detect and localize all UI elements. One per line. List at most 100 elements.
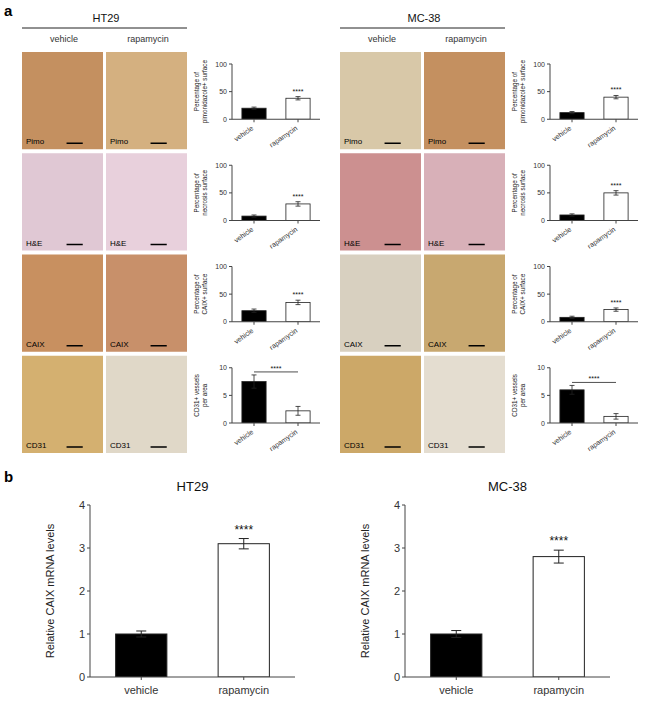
error-bar (614, 191, 619, 195)
error-cap (614, 419, 619, 420)
bar (286, 98, 310, 119)
error-cap (296, 300, 301, 301)
image-placeholder (106, 356, 187, 453)
y-tick-label: 0 (541, 318, 545, 325)
y-axis-label-line: CAIX+ surface (519, 273, 526, 314)
y-tick (229, 266, 232, 267)
error-cap (252, 217, 257, 218)
y-tick (547, 266, 550, 267)
condition-label: rapamycin (127, 34, 169, 44)
bar-chart: 0510vehiclerapamycinCD31+ vesselsper are… (511, 364, 638, 453)
y-tick-label: 0 (541, 116, 545, 123)
y-tick (402, 634, 405, 635)
marks (560, 191, 628, 221)
error-cap (614, 311, 619, 312)
y-tick-label: 1 (394, 628, 400, 640)
image-tile: Pimo (22, 52, 103, 149)
y-axis-label: Percentage ofCAIX+ surface (511, 273, 526, 314)
x-tick (616, 221, 617, 224)
marks (560, 308, 628, 322)
group-title: MC-38 (407, 12, 440, 24)
y-axis-label-line: pimonidazole+ surface (519, 60, 527, 124)
bar-chart: 01234vehiclerapamycinRelative CAIX mRNA … (44, 479, 295, 696)
y-tick (87, 548, 90, 549)
error-cap (136, 637, 146, 638)
error-cap (614, 190, 619, 191)
image-tile: H&E (22, 153, 103, 250)
error-cap (451, 630, 461, 631)
bar-chart: 01234vehiclerapamycinRelative CAIX mRNA … (359, 479, 610, 696)
y-tick-label: 5 (541, 392, 545, 399)
y-axis-label: Percentage ofpimonidazole+ surface (193, 60, 209, 124)
bar (560, 390, 584, 423)
bar (286, 302, 310, 321)
error-cap (252, 109, 257, 110)
y-axis-label-line: pimonidazole+ surface (201, 60, 209, 124)
y-tick-label: 3 (394, 542, 400, 554)
y-axis-label-line: Relative CAIX mRNA levels (359, 523, 371, 658)
y-tick (547, 64, 550, 65)
x-axis (232, 321, 320, 322)
image-tile: Pimo (340, 52, 421, 149)
image-tile: H&E (106, 153, 187, 250)
x-axis (232, 423, 320, 424)
image-label: H&E (344, 239, 360, 248)
image-placeholder (22, 255, 103, 352)
y-tick-label: 50 (219, 291, 227, 298)
x-tick-label: vehicle (551, 327, 573, 345)
image-label: CD31 (344, 441, 365, 450)
y-tick (229, 220, 232, 221)
error-cap (252, 374, 257, 375)
error-bar (614, 308, 619, 311)
x-tick-label: vehicle (551, 124, 573, 142)
image-label: CD31 (428, 441, 449, 450)
error-cap (570, 318, 575, 319)
y-tick (547, 294, 550, 295)
bar (604, 193, 628, 221)
error-cap (614, 98, 619, 99)
y-tick-label: 4 (79, 499, 85, 511)
error-line (254, 309, 255, 312)
bar (116, 634, 167, 677)
y-tick-label: 10 (537, 364, 545, 371)
x-tick-label: rapamycin (586, 225, 617, 250)
y-tick-label: 0 (541, 217, 545, 224)
error-bar (614, 414, 619, 420)
error-cap (296, 96, 301, 97)
error-cap (252, 214, 257, 215)
bar-chart: 050100vehiclerapamycinPercentage ofnecro… (193, 162, 320, 251)
image-placeholder (424, 255, 505, 352)
x-tick-label: vehicle (233, 225, 255, 243)
error-bar (239, 539, 249, 549)
image-label: CAIX (110, 340, 129, 349)
bar (431, 634, 482, 677)
bar (533, 557, 584, 677)
y-axis-label-line: CD31+ vessels (511, 374, 518, 417)
image-label: Pimo (344, 137, 363, 146)
error-bar (296, 97, 301, 100)
image-placeholder (424, 52, 505, 149)
bar (604, 97, 628, 119)
group-rule (340, 28, 505, 29)
image-placeholder (340, 356, 421, 453)
x-tick-label: vehicle (551, 428, 573, 446)
image-placeholder (424, 356, 505, 453)
error-line (616, 95, 617, 98)
y-tick (229, 91, 232, 92)
error-cap (614, 95, 619, 96)
y-tick (547, 395, 550, 396)
error-cap (296, 206, 301, 207)
marks (242, 202, 310, 221)
y-tick-label: 50 (537, 189, 545, 196)
y-tick-label: 1 (79, 628, 85, 640)
error-cap (570, 385, 575, 386)
marks (242, 375, 310, 423)
y-tick-label: 100 (215, 61, 227, 68)
x-tick (572, 221, 573, 224)
error-cap (614, 307, 619, 308)
y-tick-label: 2 (79, 585, 85, 597)
x-tick (298, 322, 299, 325)
y-tick-label: 10 (219, 364, 227, 371)
error-bar (296, 300, 301, 304)
y-tick (87, 677, 90, 678)
